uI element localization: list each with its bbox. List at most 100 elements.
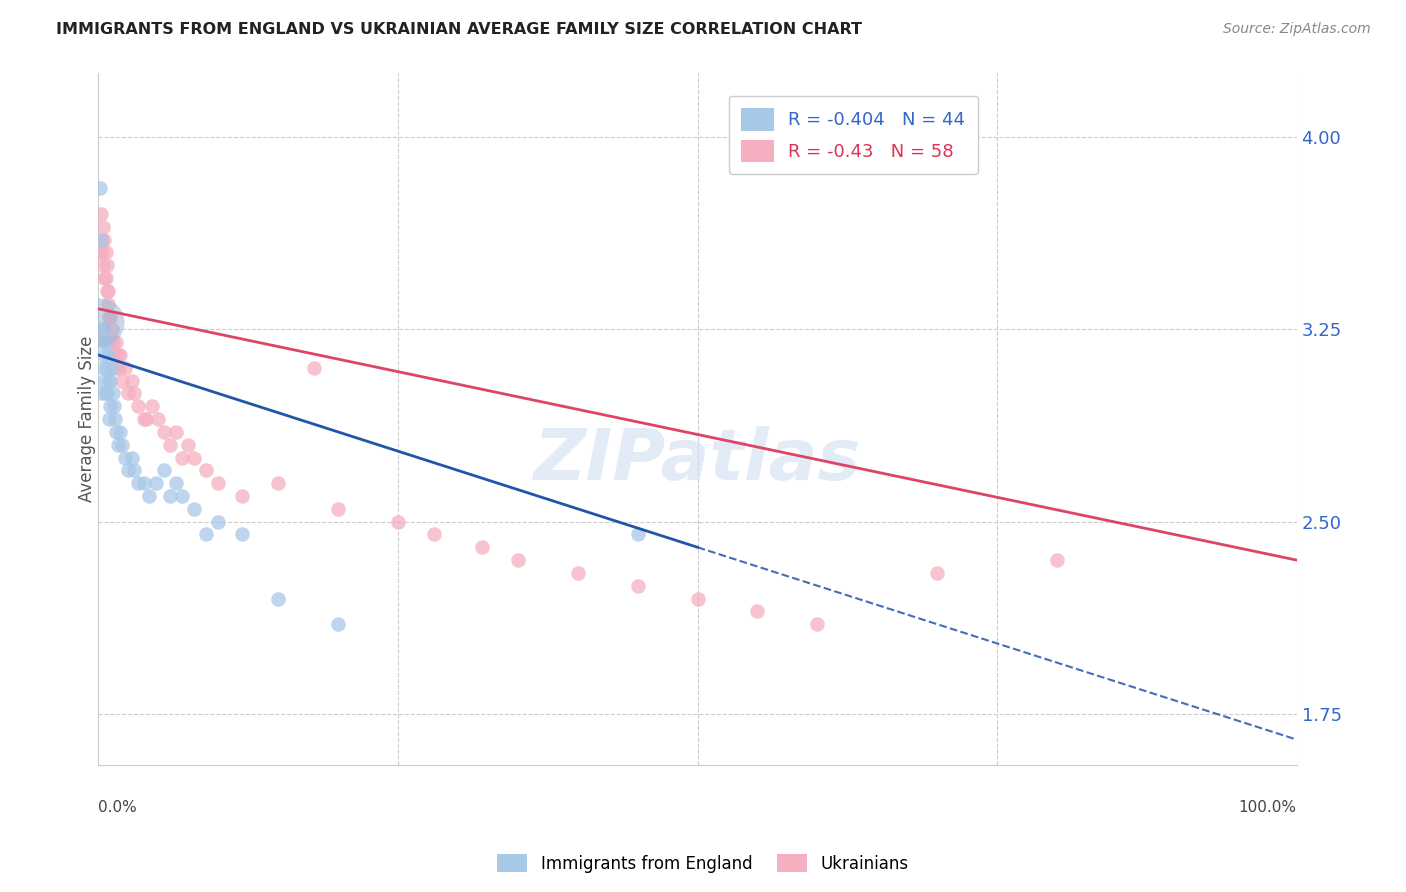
Point (98, 399, 121, 413)
Point (103, 348, 125, 362)
Point (135, 412, 157, 426)
Point (806, 617, 828, 632)
Point (93, 271, 115, 285)
Point (267, 476, 290, 491)
Point (124, 386, 146, 401)
Point (145, 476, 167, 491)
Point (195, 527, 218, 541)
Point (686, 591, 709, 606)
Point (231, 489, 253, 503)
Point (302, 360, 325, 375)
Point (98, 374, 121, 388)
Point (127, 399, 149, 413)
Point (94, 271, 117, 285)
Point (159, 489, 181, 503)
Point (91, 233, 114, 247)
Text: 0.0%: 0.0% (98, 800, 138, 814)
Point (97, 348, 120, 362)
Point (172, 450, 194, 465)
Point (121, 374, 143, 388)
Point (111, 374, 134, 388)
Point (124, 463, 146, 477)
Point (747, 604, 769, 618)
Point (96, 258, 118, 272)
Point (108, 348, 131, 362)
Point (104, 360, 127, 375)
Point (98, 374, 121, 388)
Point (91, 258, 114, 272)
Text: 100.0%: 100.0% (1239, 800, 1296, 814)
Point (117, 386, 139, 401)
Point (96, 386, 118, 401)
Point (101, 386, 124, 401)
Point (132, 476, 155, 491)
Point (98, 310, 121, 324)
Point (94, 335, 117, 350)
Point (91, 360, 114, 375)
Point (105, 335, 128, 350)
Point (93, 348, 115, 362)
Point (114, 360, 136, 375)
Point (927, 566, 949, 580)
Point (89, 245, 111, 260)
Point (267, 591, 290, 606)
Point (105, 425, 128, 439)
Point (207, 476, 229, 491)
Point (98, 310, 121, 324)
Point (90, 207, 112, 221)
Point (183, 450, 205, 465)
Point (506, 553, 529, 567)
Point (93, 374, 115, 388)
Point (121, 450, 143, 465)
Text: ZIPatlas: ZIPatlas (534, 426, 862, 495)
Legend: Immigrants from England, Ukrainians: Immigrants from England, Ukrainians (491, 847, 915, 880)
Point (183, 501, 205, 516)
Point (91, 219, 114, 234)
Point (117, 463, 139, 477)
Point (98, 412, 121, 426)
Point (89, 315, 111, 329)
Point (159, 438, 181, 452)
Point (104, 412, 127, 426)
Point (107, 360, 129, 375)
Point (387, 515, 409, 529)
Point (153, 425, 176, 439)
Text: Source: ZipAtlas.com: Source: ZipAtlas.com (1223, 22, 1371, 37)
Point (100, 360, 122, 375)
Point (108, 425, 131, 439)
Point (141, 399, 163, 413)
Point (326, 501, 349, 516)
Point (94, 386, 117, 401)
Point (626, 527, 648, 541)
Point (100, 322, 122, 336)
Point (90, 233, 112, 247)
Point (91, 386, 114, 401)
Point (132, 412, 155, 426)
Point (1046, 553, 1069, 567)
Point (91, 245, 114, 260)
Y-axis label: Average Family Size: Average Family Size (79, 336, 96, 502)
Point (195, 463, 218, 477)
Point (326, 617, 349, 632)
Point (97, 296, 120, 310)
Point (626, 579, 648, 593)
Point (93, 233, 115, 247)
Point (98, 335, 121, 350)
Point (107, 348, 129, 362)
Point (101, 335, 124, 350)
Point (153, 463, 176, 477)
Point (207, 515, 229, 529)
Point (89, 181, 111, 195)
Point (107, 438, 129, 452)
Point (138, 489, 160, 503)
Point (172, 489, 194, 503)
Point (111, 438, 134, 452)
Point (94, 245, 117, 260)
Point (567, 566, 589, 580)
Point (165, 476, 187, 491)
Legend: R = -0.404   N = 44, R = -0.43   N = 58: R = -0.404 N = 44, R = -0.43 N = 58 (728, 95, 979, 174)
Text: IMMIGRANTS FROM ENGLAND VS UKRAINIAN AVERAGE FAMILY SIZE CORRELATION CHART: IMMIGRANTS FROM ENGLAND VS UKRAINIAN AVE… (56, 22, 862, 37)
Point (103, 399, 125, 413)
Point (177, 438, 200, 452)
Point (96, 360, 118, 375)
